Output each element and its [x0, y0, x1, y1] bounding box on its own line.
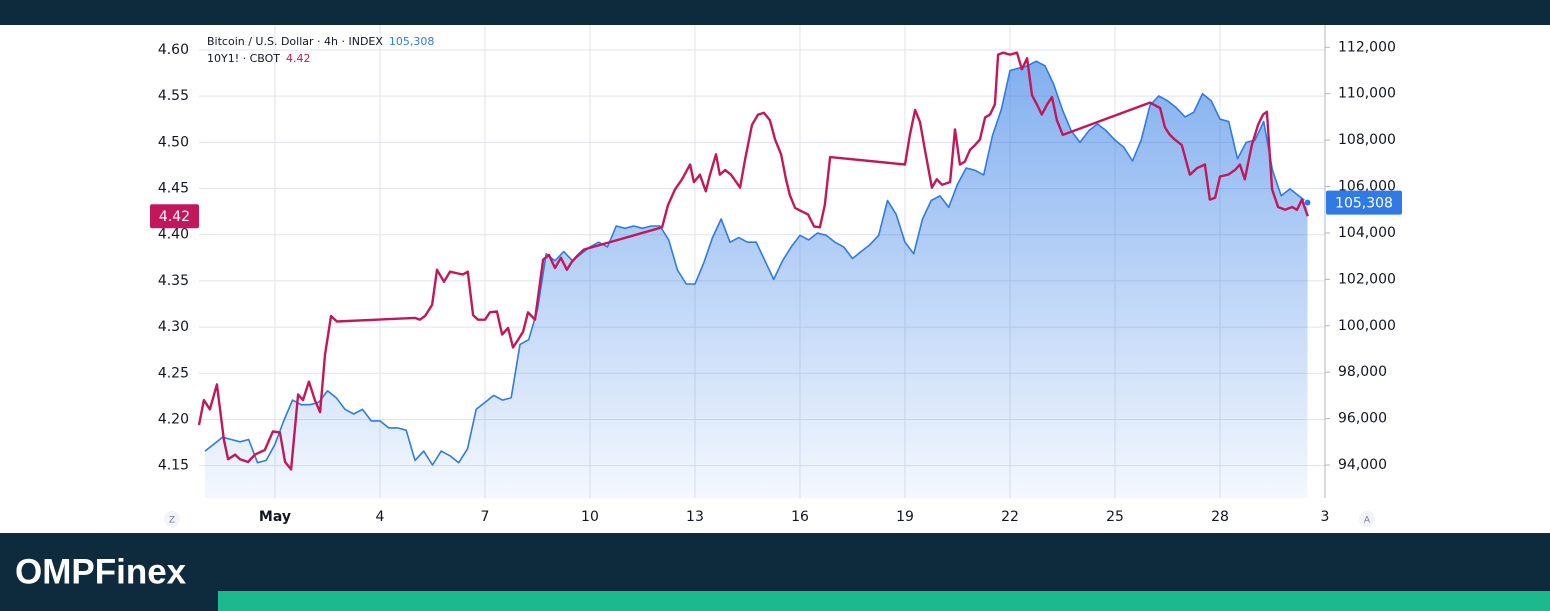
y-tick-label: 4.15 — [158, 458, 189, 474]
y-tick-label: 4.60 — [158, 42, 189, 58]
y2-tick-label: 110,000 — [1338, 86, 1396, 102]
x-tick-label: 3 — [1321, 509, 1330, 525]
y2-tick-label: 108,000 — [1338, 132, 1396, 148]
price-badge-label: 4.42 — [159, 209, 190, 225]
y2-tick-label: 96,000 — [1338, 411, 1387, 427]
x-tick-label: 16 — [791, 509, 809, 525]
y-tick-label: 4.55 — [158, 88, 189, 104]
x-tick-label: 4 — [375, 509, 384, 525]
y2-tick-label: 100,000 — [1338, 318, 1396, 334]
price-badge — [1326, 190, 1402, 215]
y2-tick-label: 98,000 — [1338, 364, 1387, 380]
axis-button — [164, 511, 180, 527]
y-tick-label: 4.25 — [158, 365, 189, 381]
y2-tick-label: 104,000 — [1338, 225, 1396, 241]
x-tick-label: 22 — [1001, 509, 1019, 525]
x-tick-label: 7 — [481, 509, 490, 525]
y-tick-label: 4.20 — [158, 411, 189, 427]
brand-logo: OMPFinex — [15, 552, 187, 591]
area-fill — [205, 61, 1308, 498]
y2-tick-label: 112,000 — [1338, 39, 1396, 55]
footer-accent — [218, 591, 1550, 611]
y2-tick-label: 102,000 — [1338, 271, 1396, 287]
legend-value: 105,308 — [389, 35, 435, 48]
x-tick-label: 19 — [896, 509, 914, 525]
legend-name: Bitcoin / U.S. Dollar · 4h · INDEX — [207, 35, 383, 48]
y2-tick-label: 106,000 — [1338, 179, 1396, 195]
legend-entry: Bitcoin / U.S. Dollar · 4h · INDEX 105,30… — [207, 35, 434, 48]
x-tick-label: 13 — [686, 509, 704, 525]
y-tick-label: 4.35 — [158, 273, 189, 289]
price-badge-label: 105,308 — [1335, 196, 1393, 212]
x-tick-label: May — [259, 509, 291, 525]
x-tick-label: 25 — [1106, 509, 1124, 525]
series-line — [197, 51, 1309, 471]
x-tick-label: 10 — [581, 509, 599, 525]
x-tick-label: 28 — [1211, 509, 1229, 525]
legend-entry: 10Y1! · CBOT 4.42 — [207, 52, 311, 65]
y-tick-label: 4.45 — [158, 181, 189, 197]
plot-area: 4.15 4.20 4.25 4.30 4.35 4.40 4.45 4.50 4.55 4.60… — [150, 25, 1402, 527]
y2-tick-label: 94,000 — [1338, 457, 1387, 473]
axis-button — [1359, 511, 1375, 527]
y-tick-label: 4.50 — [158, 134, 189, 150]
legend-name: 10Y1! · CBOT — [207, 52, 280, 65]
axis-button-label: A — [1364, 516, 1371, 526]
y-tick-label: 4.30 — [158, 319, 189, 335]
series-line — [204, 60, 1308, 466]
y-tick-label: 4.40 — [158, 227, 189, 243]
legend-value: 4.42 — [286, 52, 311, 65]
price-badge — [150, 204, 199, 229]
top-band — [0, 0, 1550, 25]
axis-button-label: Z — [169, 516, 175, 526]
